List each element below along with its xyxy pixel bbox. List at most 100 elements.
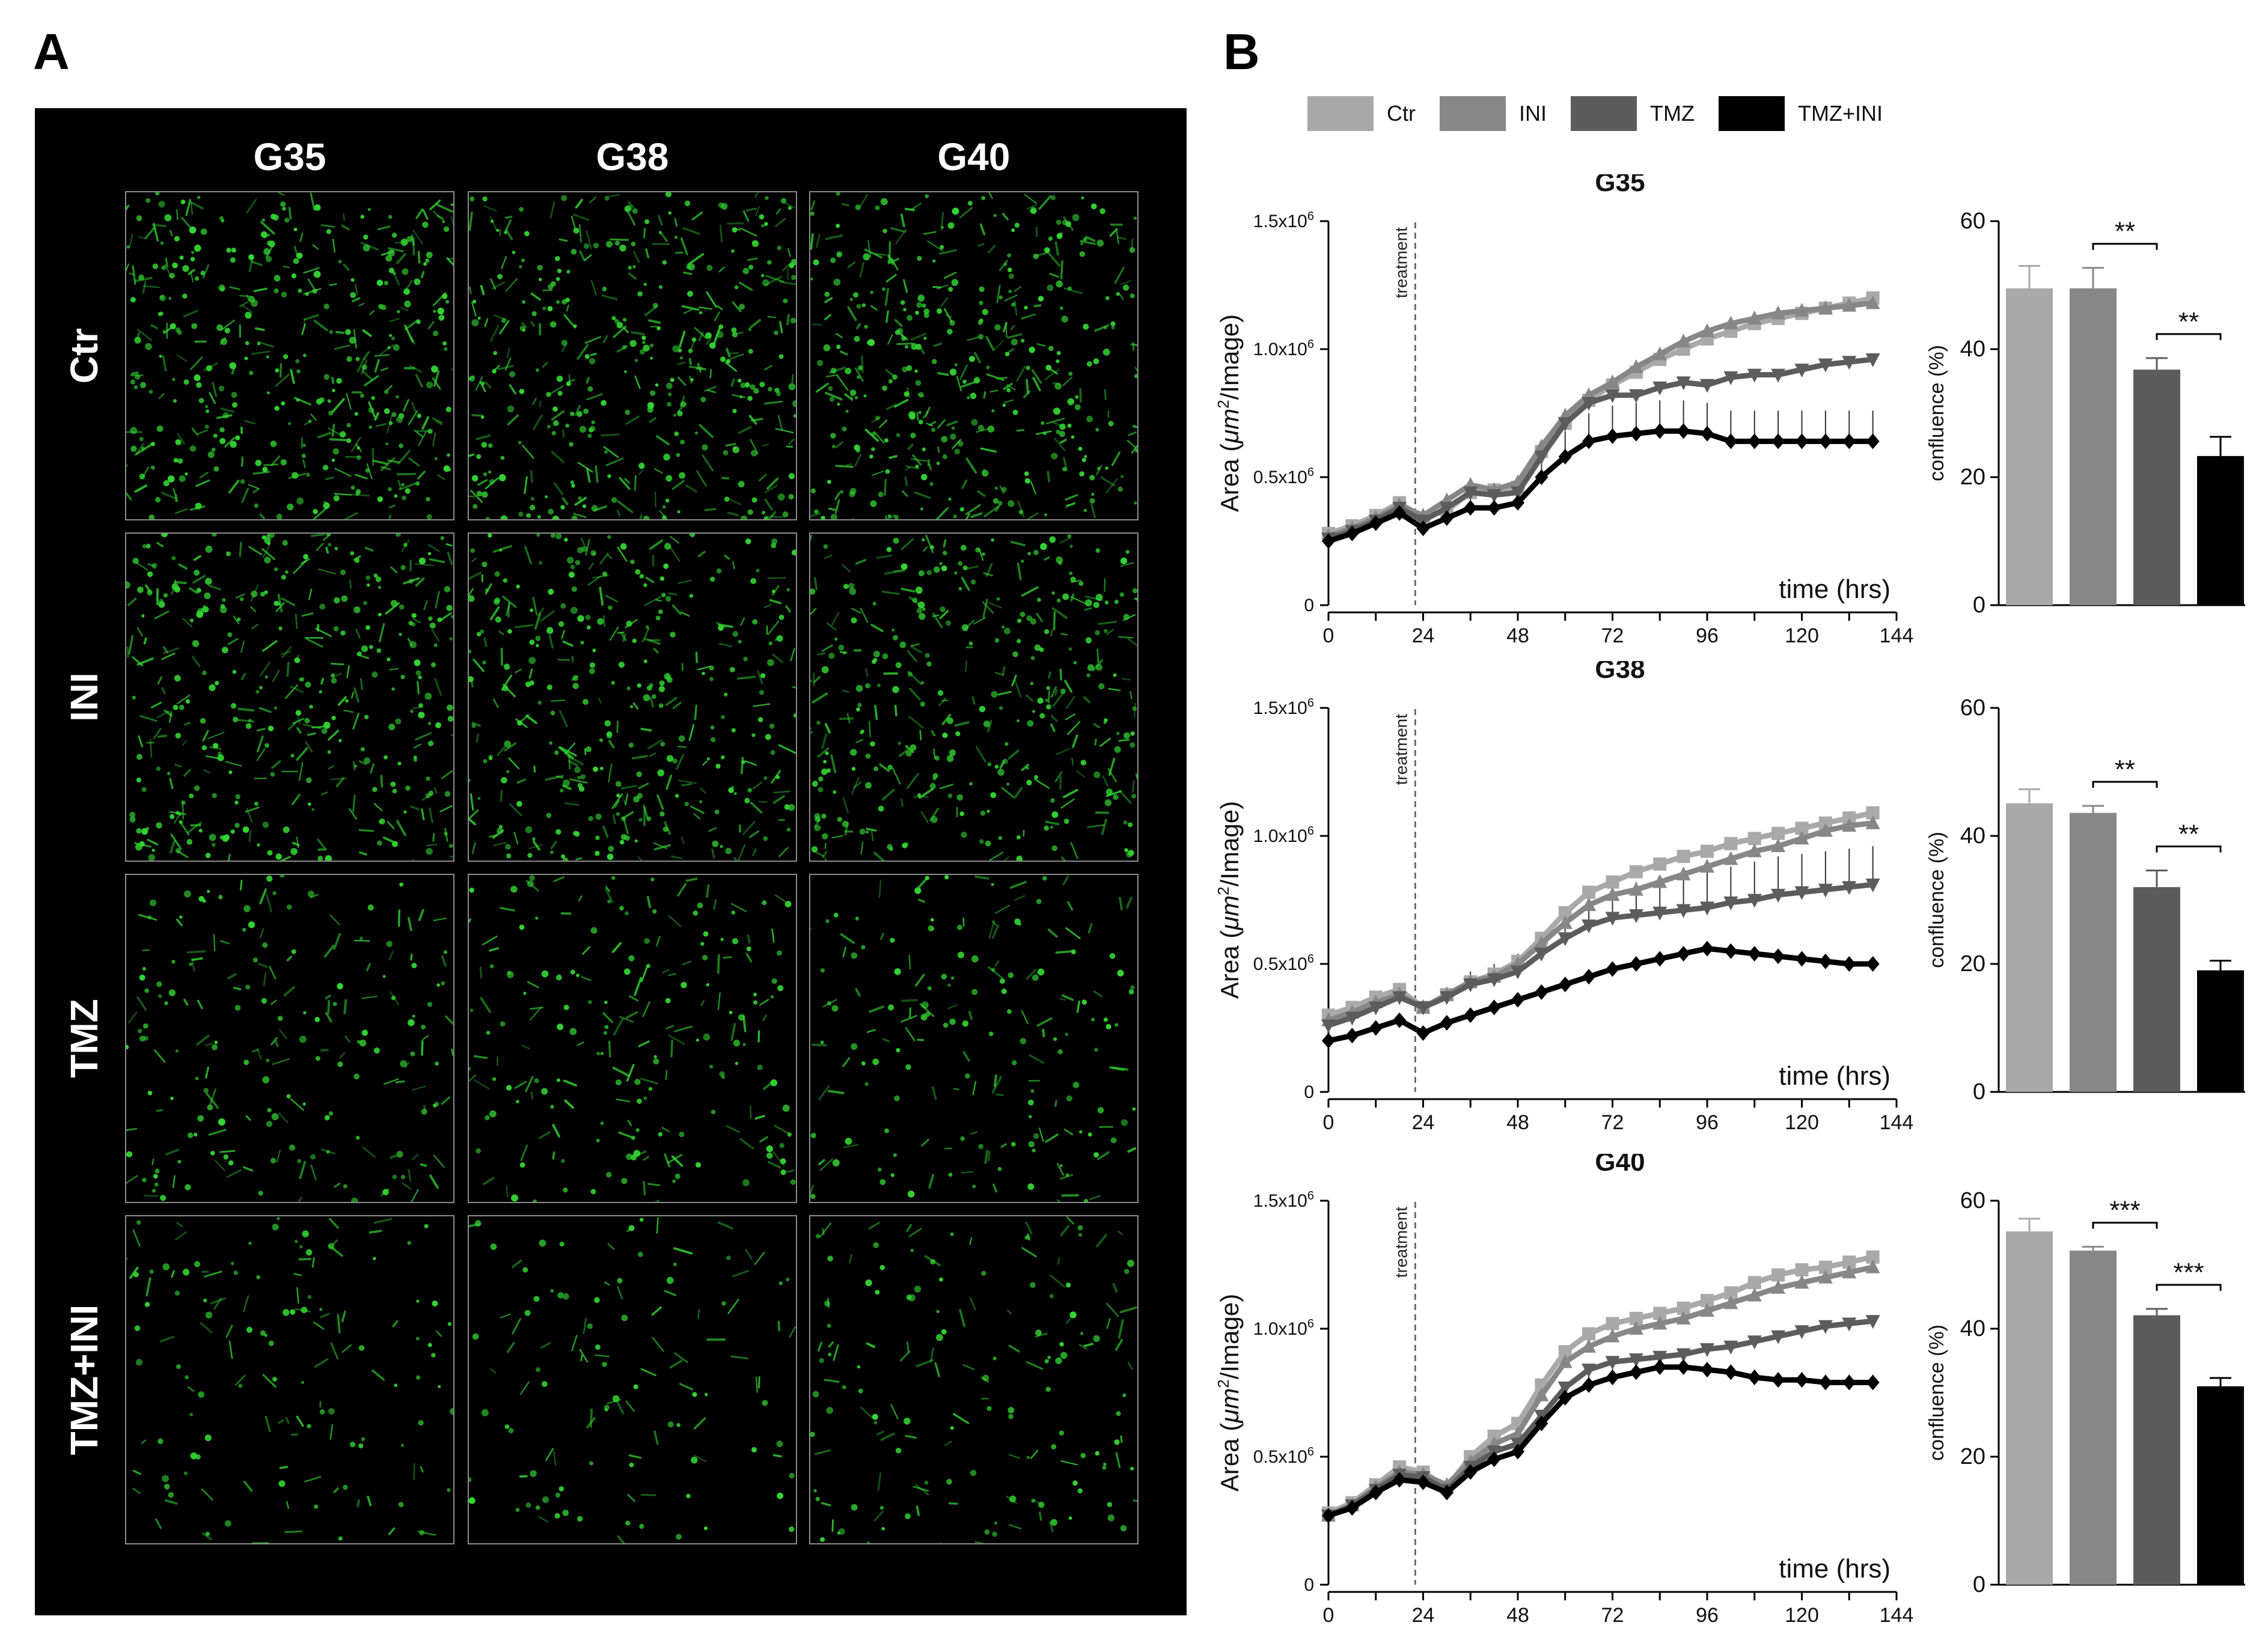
data-point bbox=[1842, 1264, 1857, 1279]
data-point bbox=[1487, 999, 1501, 1016]
data-point bbox=[1701, 425, 1714, 442]
y-tick-label: 1.5x106 bbox=[1253, 210, 1314, 231]
data-point bbox=[1771, 368, 1786, 383]
micrograph-row-label: INI bbox=[63, 672, 106, 722]
data-point bbox=[1606, 1369, 1619, 1385]
micrograph-column-label: G38 bbox=[596, 135, 669, 178]
y-tick-base: 1.5x10 bbox=[1253, 212, 1307, 231]
micrograph-tile bbox=[809, 532, 1139, 862]
data-point bbox=[1677, 1359, 1690, 1375]
fluorescent-cells-image bbox=[810, 534, 1137, 861]
data-point bbox=[1771, 433, 1785, 450]
data-point bbox=[1605, 912, 1620, 926]
x-tick-label: 72 bbox=[1601, 1604, 1624, 1627]
micrograph-tile bbox=[468, 874, 797, 1203]
data-point bbox=[1818, 300, 1833, 314]
data-point bbox=[1747, 832, 1761, 846]
bar-y-tick-label: 0 bbox=[1973, 1079, 1985, 1105]
bar-ini bbox=[2070, 288, 2117, 605]
treatment-annotation: treatment bbox=[1392, 714, 1410, 785]
legend-label: TMZ bbox=[1650, 101, 1695, 126]
data-point bbox=[1464, 500, 1478, 516]
y-tick-exponent: 6 bbox=[1307, 466, 1314, 479]
treatment-annotation: treatment bbox=[1392, 1207, 1410, 1278]
y-axis-label-sup: 2 bbox=[1214, 1379, 1232, 1388]
x-tick-label: 72 bbox=[1601, 624, 1624, 647]
legend-item: TMZ+INI bbox=[1718, 96, 1883, 131]
data-point bbox=[1676, 904, 1691, 918]
data-point bbox=[1818, 1320, 1833, 1334]
y-axis-label-pre: Area ( bbox=[1215, 930, 1244, 999]
data-point bbox=[1723, 1340, 1738, 1355]
y-axis-label-pre: Area ( bbox=[1215, 1423, 1244, 1492]
y-axis-label-sup: 2 bbox=[1214, 886, 1232, 895]
data-point bbox=[1818, 953, 1832, 969]
data-point bbox=[1511, 1443, 1524, 1460]
data-point bbox=[1723, 1295, 1738, 1309]
data-point bbox=[1558, 448, 1572, 465]
y-tick-base: 0.5x10 bbox=[1253, 954, 1307, 974]
legend-swatch bbox=[1718, 96, 1785, 131]
data-point bbox=[1771, 1372, 1785, 1388]
significance-label: ** bbox=[2115, 217, 2135, 246]
fluorescent-cells-image bbox=[810, 1216, 1137, 1543]
fluorescent-cells-image bbox=[469, 875, 796, 1202]
y-tick-label: 0 bbox=[1304, 1082, 1314, 1102]
fluorescent-cells-image bbox=[126, 1217, 453, 1543]
data-point bbox=[1557, 915, 1573, 929]
data-point bbox=[1487, 1451, 1501, 1468]
micrograph-row-label: TMZ+INI bbox=[63, 1304, 106, 1455]
x-tick-label: 24 bbox=[1412, 1111, 1435, 1134]
bar-tmz bbox=[2133, 1315, 2180, 1585]
data-point bbox=[1794, 303, 1809, 317]
data-point bbox=[1416, 1474, 1430, 1490]
micrograph-tile bbox=[468, 191, 797, 520]
data-point bbox=[1842, 297, 1857, 312]
data-point bbox=[1771, 1330, 1786, 1344]
data-point bbox=[1652, 381, 1667, 395]
data-point bbox=[1747, 894, 1762, 908]
significance-label: ** bbox=[2178, 307, 2199, 337]
data-point bbox=[1652, 346, 1667, 361]
data-point bbox=[1535, 984, 1548, 1000]
legend-label: Ctr bbox=[1387, 101, 1416, 126]
significance-label: *** bbox=[2173, 1258, 2204, 1287]
data-point bbox=[1701, 844, 1714, 858]
bar-y-axis-label: confluence (%) bbox=[1925, 832, 1948, 968]
y-tick-base: 1.0x10 bbox=[1253, 826, 1307, 846]
y-tick-base: 0 bbox=[1304, 596, 1314, 615]
data-point bbox=[1842, 956, 1856, 972]
data-point bbox=[1511, 965, 1525, 980]
data-point bbox=[1369, 1484, 1383, 1501]
data-point bbox=[1534, 450, 1549, 465]
data-point bbox=[1557, 1354, 1573, 1368]
data-point bbox=[1605, 1356, 1620, 1370]
data-point bbox=[1795, 951, 1809, 967]
data-point bbox=[1582, 885, 1596, 899]
data-point bbox=[1818, 1269, 1833, 1284]
significance-label: ** bbox=[2178, 820, 2199, 849]
series-line-ini bbox=[1327, 300, 1874, 539]
data-point bbox=[1818, 883, 1833, 898]
data-point bbox=[1322, 1032, 1335, 1049]
data-point bbox=[1723, 896, 1738, 910]
bar-y-tick-label: 20 bbox=[1960, 951, 1985, 977]
micrograph-tile bbox=[125, 191, 454, 520]
x-tick-label: 120 bbox=[1785, 624, 1819, 647]
bar-tmz-ini bbox=[2197, 1386, 2244, 1585]
x-tick-label: 0 bbox=[1323, 624, 1334, 647]
y-tick-exponent: 6 bbox=[1307, 1317, 1314, 1331]
data-point bbox=[1701, 1362, 1714, 1378]
data-point bbox=[1393, 1012, 1407, 1028]
significance-label: *** bbox=[2109, 1196, 2140, 1225]
y-axis-label-pre: Area ( bbox=[1215, 444, 1244, 512]
bar-y-tick-label: 20 bbox=[1960, 465, 1985, 490]
data-point bbox=[1534, 947, 1549, 962]
data-point bbox=[1628, 1353, 1643, 1368]
data-point bbox=[1723, 851, 1738, 865]
data-point bbox=[1677, 945, 1690, 962]
data-point bbox=[1511, 992, 1524, 1008]
x-tick-label: 144 bbox=[1880, 624, 1914, 647]
data-point bbox=[1345, 1500, 1359, 1516]
y-tick-exponent: 6 bbox=[1307, 825, 1314, 838]
